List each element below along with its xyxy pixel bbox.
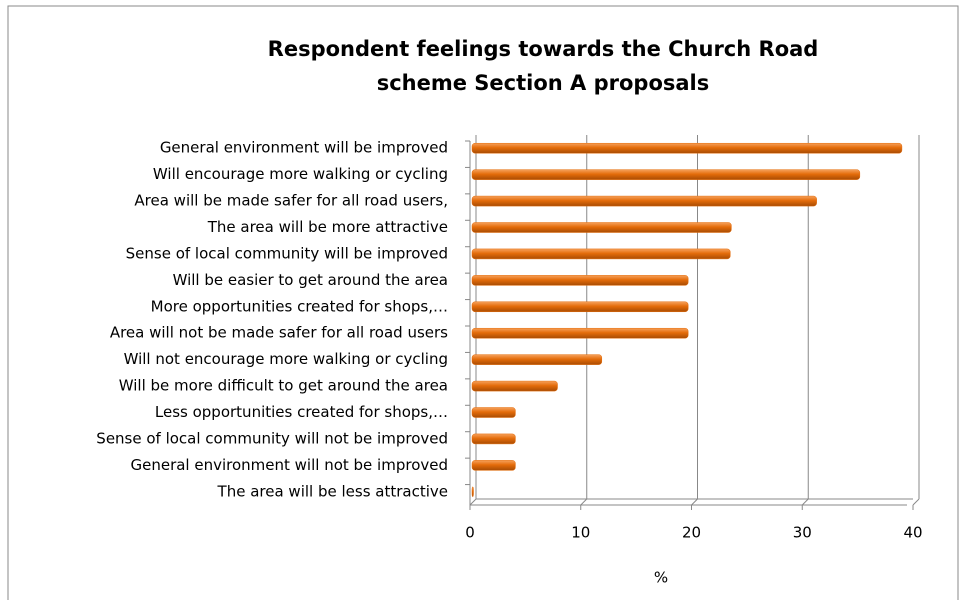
y-tick-label: More opportunities created for shops,… xyxy=(151,297,448,315)
x-tick-label: 0 xyxy=(465,524,475,542)
chart-title: Respondent feelings towards the Church R… xyxy=(268,37,819,61)
x-tick-label: 10 xyxy=(571,524,590,542)
x-tick-label: 30 xyxy=(793,524,812,542)
y-tick-label: Less opportunities created for shops,… xyxy=(155,403,448,421)
chart-border xyxy=(7,5,959,600)
y-tick-label: Will not encourage more walking or cycli… xyxy=(124,350,448,368)
y-tick-label: Will encourage more walking or cycling xyxy=(153,165,448,183)
bar xyxy=(471,301,689,313)
grid-line xyxy=(801,498,809,506)
y-tick-label: Area will not be made safer for all road… xyxy=(110,324,448,342)
bar xyxy=(471,460,516,471)
bar xyxy=(471,486,474,498)
grid-line xyxy=(469,498,477,506)
bar xyxy=(471,327,689,339)
x-axis-label: % xyxy=(654,569,668,587)
x-tick-label: 20 xyxy=(682,524,701,542)
grid-line xyxy=(691,498,698,506)
grid-line xyxy=(580,498,588,506)
y-tick-label: Will be more difficult to get around the… xyxy=(119,377,448,395)
y-tick-label: Will be easier to get around the area xyxy=(173,271,448,289)
grid-line xyxy=(912,498,920,506)
y-tick-label: The area will be less attractive xyxy=(217,482,448,500)
y-tick-label: General environment will not be improved xyxy=(130,456,448,474)
bar xyxy=(471,433,516,445)
y-tick-label: Sense of local community will not be imp… xyxy=(96,429,448,447)
chart-title: scheme Section A proposals xyxy=(377,71,710,95)
bar xyxy=(471,248,731,260)
bar xyxy=(471,407,516,418)
bar xyxy=(471,195,817,207)
bar xyxy=(471,354,603,365)
bar xyxy=(471,142,903,154)
y-tick-label: General environment will be improved xyxy=(160,139,448,157)
y-tick-label: The area will be more attractive xyxy=(207,218,448,236)
x-tick-label: 40 xyxy=(903,524,922,542)
bar xyxy=(471,380,558,392)
bar xyxy=(471,169,861,180)
bar xyxy=(471,275,689,286)
y-tick-label: Sense of local community will be improve… xyxy=(126,244,448,262)
y-tick-label: Area will be made safer for all road use… xyxy=(134,192,448,210)
bar xyxy=(471,222,732,233)
